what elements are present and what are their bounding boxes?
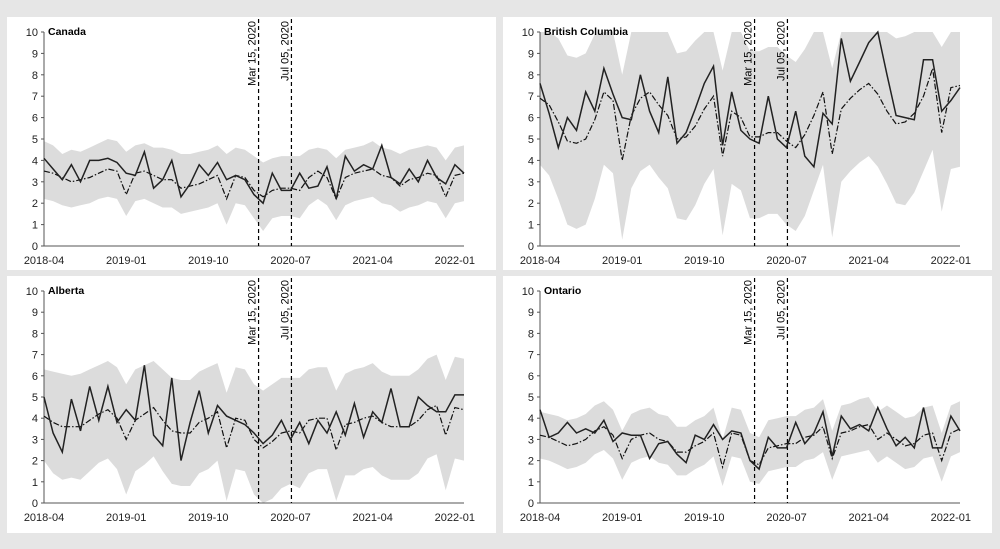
- ontario-y-tick-label: 8: [528, 328, 534, 340]
- canada-y-tick-label: 1: [32, 220, 38, 232]
- ontario-event-label: Jul 05, 2020: [775, 280, 787, 340]
- british-columbia-observed-line: [539, 30, 961, 169]
- alberta-x-tick-label: 2020-07: [270, 512, 310, 524]
- canada-y-tick-label: 2: [32, 198, 38, 210]
- canada-event-label: Jul 05, 2020: [279, 21, 291, 81]
- british-columbia-y-tick-label: 7: [528, 91, 534, 103]
- british-columbia-y-tick-label: 10: [522, 27, 534, 39]
- ontario-observed-line: [539, 405, 961, 471]
- canada-y-tick-label: 3: [32, 177, 38, 189]
- panel-alberta: 0 1 2 3 4 5 6 7 8 9 10 2018-04 2019-01 2019-10 2020-07…: [7, 276, 496, 533]
- ontario-y-tick-label: 3: [528, 434, 534, 446]
- british-columbia-event-label: Mar 15, 2020: [743, 21, 755, 86]
- ontario-y-tick-label: 6: [528, 371, 534, 383]
- canada-x-tick-label: 2021-04: [353, 255, 393, 267]
- ontario-x-tick-label: 2019-10: [684, 512, 724, 524]
- alberta-y-tick-label: 3: [32, 434, 38, 446]
- ontario-y-tick-label: 1: [528, 477, 534, 489]
- canada-x-tick-label: 2020-07: [270, 255, 310, 267]
- ontario-title: Ontario: [544, 285, 581, 297]
- british-columbia-event-label: Jul 05, 2020: [775, 21, 787, 81]
- alberta-x-tick-label: 2021-04: [353, 512, 393, 524]
- british-columbia-y-tick-label: 3: [528, 177, 534, 189]
- british-columbia-y-tick-label: 9: [528, 48, 534, 60]
- canada-x-tick-label: 2019-10: [188, 255, 228, 267]
- british-columbia-x-tick-label: 2019-01: [602, 255, 642, 267]
- british-columbia-y-tick-label: 8: [528, 70, 534, 82]
- british-columbia-y-tick-label: 6: [528, 113, 534, 125]
- alberta-x-tick-label: 2018-04: [24, 512, 64, 524]
- british-columbia-x-tick-label: 2021-04: [849, 255, 889, 267]
- alberta-event-label: Jul 05, 2020: [279, 280, 291, 340]
- ontario-y-tick-label: 4: [528, 413, 534, 425]
- alberta-event-label: Mar 15, 2020: [247, 280, 259, 345]
- canada-event-label: Mar 15, 2020: [247, 21, 259, 86]
- ontario-x-tick-label: 2018-04: [520, 512, 560, 524]
- panel-british-columbia: 0 1 2 3 4 5 6 7 8 9 10 2018-04 2019-01 2019-10 2020-07…: [503, 17, 992, 270]
- canada-y-tick-label: 7: [32, 91, 38, 103]
- canada-y-tick-label: 9: [32, 48, 38, 60]
- ontario-x-tick-label: 2020-07: [766, 512, 806, 524]
- chart-canada: 0 1 2 3 4 5 6 7 8 9 10 2018-04 2019-01 2019-10 2020-07…: [24, 19, 475, 267]
- chart-alberta: 0 1 2 3 4 5 6 7 8 9 10 2018-04 2019-01 2019-10 2020-07…: [24, 278, 475, 524]
- alberta-y-tick-label: 7: [32, 350, 38, 362]
- alberta-y-tick-label: 8: [32, 328, 38, 340]
- ontario-y-tick-label: 5: [528, 392, 534, 404]
- canada-y-tick-label: 8: [32, 70, 38, 82]
- alberta-x-tick-label: 2022-01: [435, 512, 475, 524]
- alberta-y-tick-label: 9: [32, 307, 38, 319]
- ontario-x-tick-label: 2021-04: [849, 512, 889, 524]
- canada-observed-line: [43, 143, 465, 205]
- british-columbia-y-tick-label: 0: [528, 241, 534, 253]
- canada-y-tick-label: 5: [32, 134, 38, 146]
- ontario-y-tick-label: 9: [528, 307, 534, 319]
- alberta-y-tick-label: 1: [32, 477, 38, 489]
- alberta-x-tick-label: 2019-01: [106, 512, 146, 524]
- canada-y-tick-label: 6: [32, 113, 38, 125]
- canada-x-tick-label: 2019-01: [106, 255, 146, 267]
- panel-canada: 0 1 2 3 4 5 6 7 8 9 10 2018-04 2019-01 2019-10 2020-07…: [7, 17, 496, 270]
- british-columbia-y-tick-label: 5: [528, 134, 534, 146]
- chart-british-columbia: 0 1 2 3 4 5 6 7 8 9 10 2018-04 2019-01 2019-10 2020-07…: [520, 19, 971, 267]
- ontario-y-tick-label: 0: [528, 498, 534, 510]
- canada-y-tick-label: 4: [32, 155, 38, 167]
- british-columbia-x-tick-label: 2019-10: [684, 255, 724, 267]
- ontario-y-tick-label: 10: [522, 286, 534, 298]
- canada-x-tick-label: 2018-04: [24, 255, 64, 267]
- ontario-x-tick-label: 2019-01: [602, 512, 642, 524]
- alberta-y-tick-label: 4: [32, 413, 38, 425]
- ontario-x-tick-label: 2022-01: [931, 512, 971, 524]
- alberta-y-tick-label: 10: [26, 286, 38, 298]
- british-columbia-title: British Columbia: [544, 26, 628, 38]
- canada-x-tick-label: 2022-01: [435, 255, 475, 267]
- ontario-interval-band: [540, 397, 960, 486]
- canada-interval-band: [44, 139, 464, 231]
- alberta-title: Alberta: [48, 285, 84, 297]
- ontario-event-label: Mar 15, 2020: [743, 280, 755, 345]
- british-columbia-y-tick-label: 1: [528, 220, 534, 232]
- british-columbia-x-tick-label: 2022-01: [931, 255, 971, 267]
- canada-y-tick-label: 10: [26, 27, 38, 39]
- alberta-y-tick-label: 5: [32, 392, 38, 404]
- alberta-y-tick-label: 2: [32, 456, 38, 468]
- chart-ontario: 0 1 2 3 4 5 6 7 8 9 10 2018-04 2019-01 2019-10 2020-07…: [520, 278, 971, 524]
- british-columbia-x-tick-label: 2020-07: [766, 255, 806, 267]
- alberta-x-tick-label: 2019-10: [188, 512, 228, 524]
- british-columbia-x-tick-label: 2018-04: [520, 255, 560, 267]
- alberta-observed-line: [43, 365, 464, 461]
- panel-ontario: 0 1 2 3 4 5 6 7 8 9 10 2018-04 2019-01 2019-10 2020-07…: [503, 276, 992, 533]
- british-columbia-expected-line: [539, 68, 961, 161]
- ontario-y-tick-label: 7: [528, 350, 534, 362]
- ontario-y-tick-label: 2: [528, 456, 534, 468]
- alberta-interval-band: [44, 354, 464, 503]
- alberta-y-tick-label: 0: [32, 498, 38, 510]
- alberta-y-tick-label: 6: [32, 371, 38, 383]
- canada-y-tick-label: 0: [32, 241, 38, 253]
- canada-title: Canada: [48, 26, 86, 38]
- british-columbia-y-tick-label: 4: [528, 155, 534, 167]
- british-columbia-y-tick-label: 2: [528, 198, 534, 210]
